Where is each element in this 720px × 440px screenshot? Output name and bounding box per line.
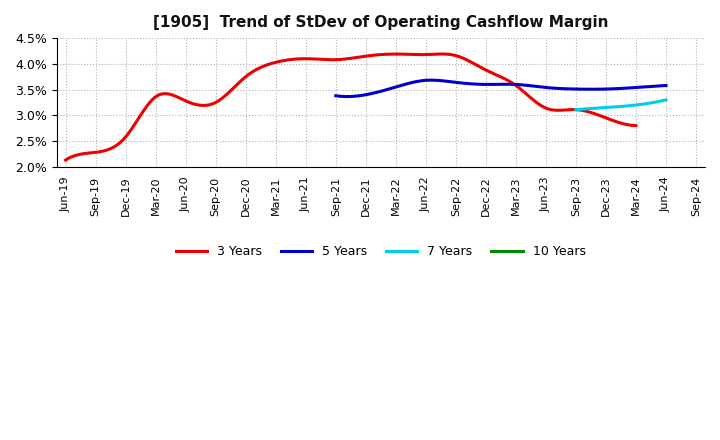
- Title: [1905]  Trend of StDev of Operating Cashflow Margin: [1905] Trend of StDev of Operating Cashf…: [153, 15, 608, 30]
- Legend: 3 Years, 5 Years, 7 Years, 10 Years: 3 Years, 5 Years, 7 Years, 10 Years: [171, 240, 590, 263]
